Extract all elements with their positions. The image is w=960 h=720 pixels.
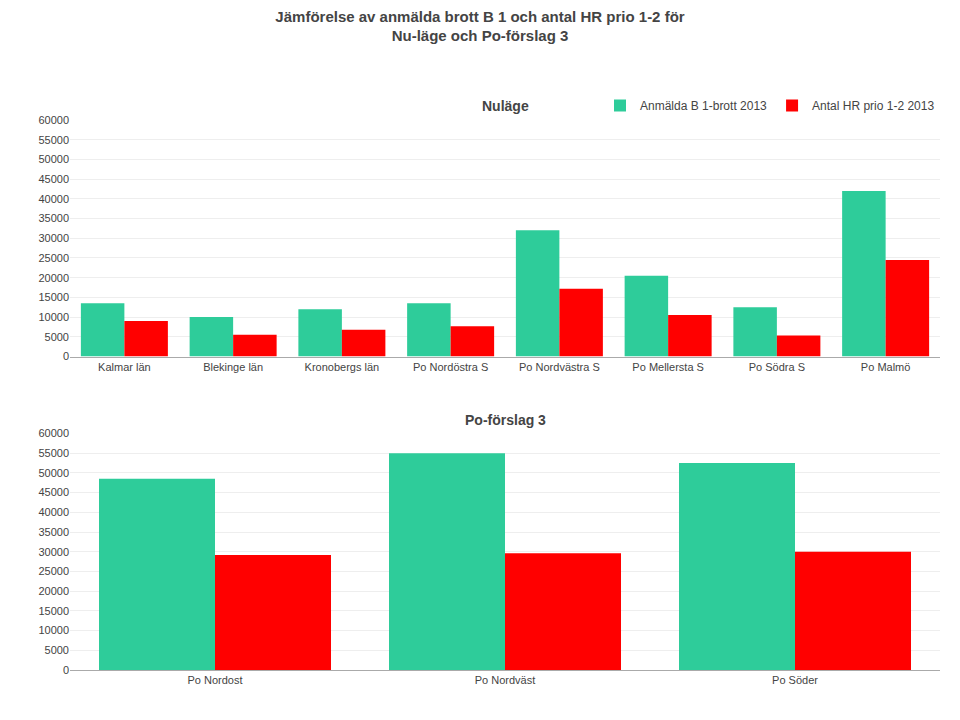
svg-text:15000: 15000 <box>38 291 69 303</box>
svg-text:Kalmar län: Kalmar län <box>98 361 151 373</box>
svg-text:25000: 25000 <box>38 565 69 577</box>
svg-text:Po Nordväst: Po Nordväst <box>475 674 536 686</box>
svg-text:Antal HR prio 1-2 2013: Antal HR prio 1-2 2013 <box>812 99 934 113</box>
svg-text:20000: 20000 <box>38 272 69 284</box>
svg-text:35000: 35000 <box>38 212 69 224</box>
svg-text:55000: 55000 <box>38 447 69 459</box>
svg-text:25000: 25000 <box>38 252 69 264</box>
svg-text:Kronobergs län: Kronobergs län <box>305 361 380 373</box>
svg-text:60000: 60000 <box>38 114 69 126</box>
svg-text:30000: 30000 <box>38 546 69 558</box>
svg-text:0: 0 <box>63 350 69 362</box>
svg-text:5000: 5000 <box>45 644 69 656</box>
svg-text:Anmälda B 1-brott 2013: Anmälda B 1-brott 2013 <box>640 99 767 113</box>
svg-text:Po Nordöstra S: Po Nordöstra S <box>413 361 488 373</box>
svg-text:10000: 10000 <box>38 624 69 636</box>
svg-text:Po Nordvästra S: Po Nordvästra S <box>519 361 600 373</box>
svg-text:Po Malmö: Po Malmö <box>861 361 911 373</box>
svg-text:Po Nordost: Po Nordost <box>187 674 242 686</box>
svg-text:40000: 40000 <box>38 193 69 205</box>
svg-text:35000: 35000 <box>38 526 69 538</box>
svg-text:50000: 50000 <box>38 153 69 165</box>
svg-text:5000: 5000 <box>45 331 69 343</box>
svg-text:Jämförelse av anmälda brott B: Jämförelse av anmälda brott B 1 och anta… <box>275 8 684 45</box>
svg-text:Po Söder: Po Söder <box>772 674 818 686</box>
svg-text:Po Mellersta S: Po Mellersta S <box>632 361 704 373</box>
svg-text:60000: 60000 <box>38 427 69 439</box>
svg-text:0: 0 <box>63 664 69 676</box>
svg-text:45000: 45000 <box>38 173 69 185</box>
svg-text:10000: 10000 <box>38 311 69 323</box>
svg-text:20000: 20000 <box>38 585 69 597</box>
svg-text:Po-förslag 3: Po-förslag 3 <box>465 412 546 428</box>
svg-text:50000: 50000 <box>38 467 69 479</box>
svg-text:45000: 45000 <box>38 486 69 498</box>
svg-text:Nuläge: Nuläge <box>482 98 529 114</box>
svg-text:30000: 30000 <box>38 232 69 244</box>
svg-text:55000: 55000 <box>38 134 69 146</box>
svg-text:40000: 40000 <box>38 506 69 518</box>
svg-text:Blekinge län: Blekinge län <box>203 361 263 373</box>
svg-text:Po Södra S: Po Södra S <box>749 361 805 373</box>
svg-text:15000: 15000 <box>38 605 69 617</box>
